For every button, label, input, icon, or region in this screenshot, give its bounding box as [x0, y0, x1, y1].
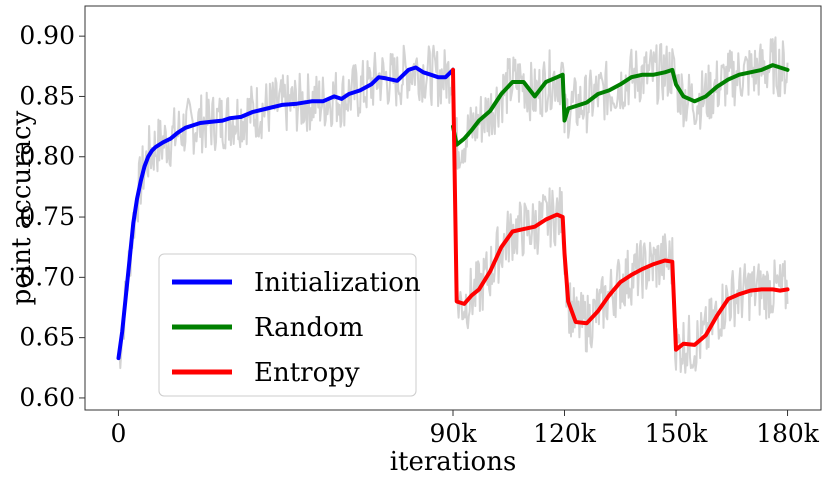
y-tick-label: 0.70 [19, 262, 75, 291]
y-tick-label: 0.75 [19, 202, 75, 231]
legend: Initialization Random Entropy [158, 253, 421, 397]
raw-noise-line [117, 44, 454, 370]
raw-noise-line [452, 36, 789, 170]
legend-label: Random [254, 313, 363, 343]
legend-label: Initialization [254, 268, 421, 298]
series-line [116, 65, 455, 361]
x-tick-label: 120k [533, 419, 597, 448]
series-line [451, 63, 790, 147]
legend-label: Entropy [254, 358, 360, 388]
y-tick-label: 0.90 [19, 21, 75, 50]
y-ticks: 0.60 0.65 0.70 0.75 0.80 0.85 0.90 [19, 21, 85, 412]
raw-noise-layer [117, 36, 789, 374]
x-tick-label: 0 [111, 419, 127, 448]
legend-box [158, 253, 417, 397]
series-line [451, 67, 790, 352]
raw-noise-line [452, 67, 789, 374]
series-layer [116, 63, 790, 361]
x-ticks: 0 90k 120k 150k 180k [111, 410, 820, 448]
y-axis-label: point accuracy [7, 110, 37, 305]
y-tick-label: 0.80 [19, 142, 75, 171]
x-axis-label: iterations [390, 447, 517, 477]
x-tick-label: 150k [645, 419, 709, 448]
x-tick-label: 180k [756, 419, 820, 448]
x-tick-label: 90k [430, 419, 478, 448]
y-tick-label: 0.60 [19, 383, 75, 412]
y-tick-label: 0.85 [19, 81, 75, 110]
y-tick-label: 0.65 [19, 323, 75, 352]
